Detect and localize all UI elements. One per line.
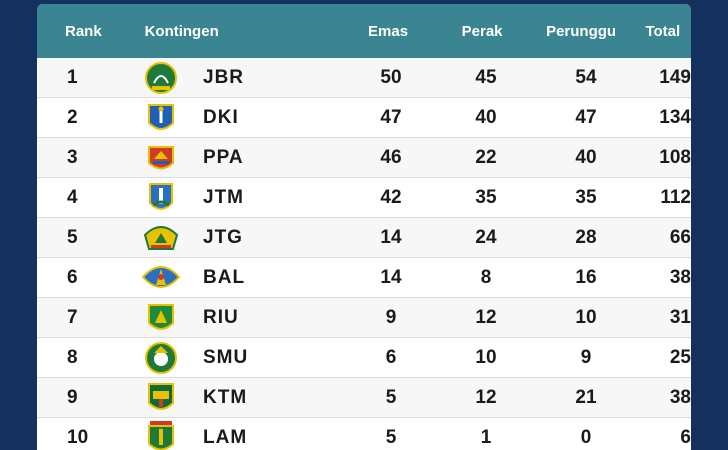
emas-cell: 6 xyxy=(385,346,397,368)
kontingen-code: PPA xyxy=(203,146,244,168)
perunggu-cell: 10 xyxy=(575,306,597,328)
rank-cell: 5 xyxy=(67,226,78,248)
perak-cell: 22 xyxy=(475,146,497,168)
header-total[interactable]: Total xyxy=(645,22,681,40)
perak-cell: 10 xyxy=(475,346,497,368)
total-cell: 149 xyxy=(659,66,691,88)
kontingen-code: LAM xyxy=(203,426,248,448)
header-perak[interactable]: Perak xyxy=(461,22,503,40)
table-body: 1 JBR 50 45 54 149 2 DKI 47 40 47 134 3 … xyxy=(37,58,691,450)
emas-cell: 9 xyxy=(385,306,397,328)
emas-cell: 47 xyxy=(380,106,402,128)
kontingen-code: BAL xyxy=(203,266,246,288)
perunggu-cell: 47 xyxy=(575,106,597,128)
north-sumatra-emblem-icon xyxy=(137,340,185,376)
west-java-emblem-icon xyxy=(137,60,185,96)
table-row[interactable]: 3 PPA 46 22 40 108 xyxy=(37,138,691,178)
perak-cell: 12 xyxy=(475,386,497,408)
total-cell: 112 xyxy=(660,186,691,208)
total-cell: 38 xyxy=(669,386,691,408)
perunggu-cell: 16 xyxy=(575,266,597,288)
total-cell: 31 xyxy=(669,306,691,328)
perak-cell: 8 xyxy=(480,266,492,288)
kontingen-code: SMU xyxy=(203,346,249,368)
rank-cell: 6 xyxy=(67,266,78,288)
table-row[interactable]: 6 BAL 14 8 16 38 xyxy=(37,258,691,298)
perunggu-cell: 28 xyxy=(575,226,597,248)
bali-emblem-icon xyxy=(137,260,185,296)
emas-cell: 50 xyxy=(380,66,402,88)
riau-emblem-icon xyxy=(137,300,185,336)
east-java-emblem-icon xyxy=(137,180,185,216)
rank-cell: 9 xyxy=(67,386,78,408)
table-row[interactable]: 9 KTM 5 12 21 38 xyxy=(37,378,691,418)
rank-cell: 7 xyxy=(67,306,78,328)
table-row[interactable]: 5 JTG 14 24 28 66 xyxy=(37,218,691,258)
perak-cell: 12 xyxy=(475,306,497,328)
emas-cell: 46 xyxy=(380,146,402,168)
table-header: Rank Kontingen Emas Perak Perunggu Total xyxy=(37,4,691,58)
header-perunggu[interactable]: Perunggu xyxy=(546,22,617,40)
kontingen-code: RIU xyxy=(203,306,239,328)
total-cell: 38 xyxy=(669,266,691,288)
perak-cell: 1 xyxy=(480,426,492,448)
perunggu-cell: 9 xyxy=(580,346,592,368)
emas-cell: 14 xyxy=(380,266,402,288)
table-row[interactable]: 8 SMU 6 10 9 25 xyxy=(37,338,691,378)
perunggu-cell: 21 xyxy=(575,386,597,408)
medal-table: Rank Kontingen Emas Perak Perunggu Total… xyxy=(37,4,691,450)
header-emas[interactable]: Emas xyxy=(368,22,409,40)
perunggu-cell: 54 xyxy=(575,66,597,88)
perak-cell: 24 xyxy=(475,226,497,248)
lampung-emblem-icon xyxy=(137,420,185,450)
kontingen-code: JBR xyxy=(203,66,245,88)
perunggu-cell: 35 xyxy=(575,186,597,208)
total-cell: 25 xyxy=(669,346,691,368)
table-row[interactable]: 10 LAM 5 1 0 6 xyxy=(37,418,691,450)
header-rank[interactable]: Rank xyxy=(65,22,102,40)
kontingen-code: DKI xyxy=(203,106,239,128)
table-row[interactable]: 1 JBR 50 45 54 149 xyxy=(37,58,691,98)
rank-cell: 4 xyxy=(67,186,78,208)
central-java-emblem-icon xyxy=(137,220,185,256)
table-row[interactable]: 7 RIU 9 12 10 31 xyxy=(37,298,691,338)
rank-cell: 3 xyxy=(67,146,78,168)
rank-cell: 8 xyxy=(67,346,78,368)
perak-cell: 40 xyxy=(475,106,497,128)
rank-cell: 2 xyxy=(67,106,78,128)
kontingen-code: KTM xyxy=(203,386,248,408)
papua-emblem-icon xyxy=(137,140,185,176)
kontingen-code: JTG xyxy=(203,226,243,248)
table-row[interactable]: 2 DKI 47 40 47 134 xyxy=(37,98,691,138)
perunggu-cell: 40 xyxy=(575,146,597,168)
jakarta-emblem-icon xyxy=(137,100,185,136)
total-cell: 66 xyxy=(669,226,691,248)
emas-cell: 5 xyxy=(385,386,397,408)
perak-cell: 35 xyxy=(475,186,497,208)
east-kalimantan-emblem-icon xyxy=(137,380,185,416)
rank-cell: 10 xyxy=(67,426,89,448)
table-row[interactable]: 4 JTM 42 35 35 112 xyxy=(37,178,691,218)
kontingen-code: JTM xyxy=(203,186,244,208)
emas-cell: 42 xyxy=(380,186,402,208)
perak-cell: 45 xyxy=(475,66,497,88)
header-kontingen[interactable]: Kontingen xyxy=(144,22,219,40)
total-cell: 134 xyxy=(659,106,691,128)
perunggu-cell: 0 xyxy=(580,426,592,448)
total-cell: 6 xyxy=(680,426,691,448)
rank-cell: 1 xyxy=(67,66,78,88)
total-cell: 108 xyxy=(659,146,691,168)
emas-cell: 14 xyxy=(380,226,402,248)
emas-cell: 5 xyxy=(385,426,397,448)
